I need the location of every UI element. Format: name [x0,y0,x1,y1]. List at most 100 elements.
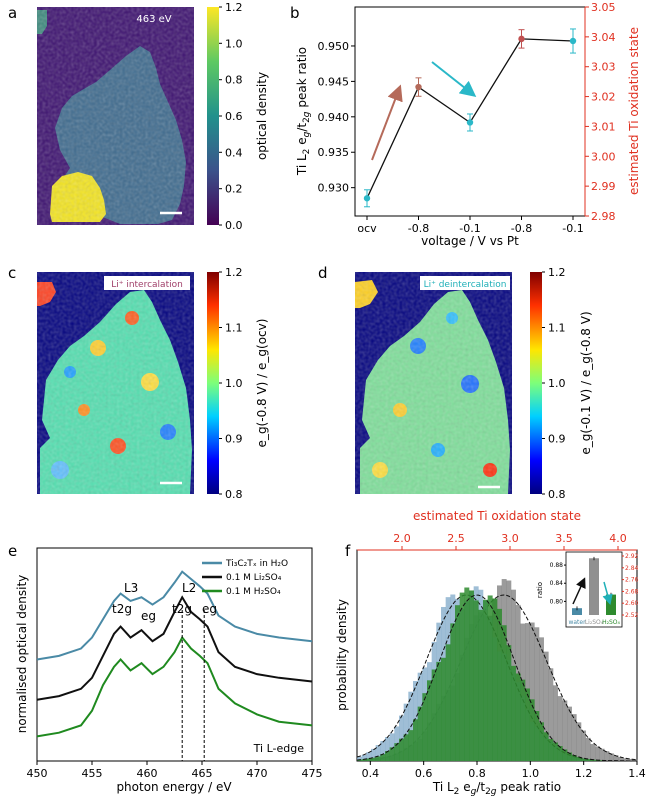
top-tick-label: 3.5 [555,532,573,545]
series-line [36,635,313,738]
histogram-bar [506,645,512,761]
y2-tick-label: 2.98 [591,210,616,223]
inset-y-tick-label: 0.80 [550,598,564,605]
histogram-bar [562,700,568,761]
histogram-bar [357,756,362,761]
histogram-bar [417,706,423,761]
histogram-bar [361,759,367,761]
histogram-bar [599,748,605,761]
data-point [569,37,577,45]
colorbar-tick-label: 0.8 [548,488,566,501]
colorbar-tick-label: 1.1 [225,322,243,335]
x-tick-label: -0.8 [511,222,532,235]
panel-e-x-ticks: 450 455 460 465 470 475 [27,761,323,780]
legend-label: 0.1 M H₂SO₄ [226,587,281,597]
panel-letter-a: a [8,4,17,22]
inset-y2-tick-label: 2.76 [625,577,639,584]
panel-letter-d: d [318,264,328,282]
panel-f-inset-arrow-down [602,581,613,606]
panel-b-x-ticks: ocv -0.8 -0.1 -0.8 -0.1 [357,216,584,235]
panel-e-annotation-eg-2: eg [202,602,217,616]
histogram-bar [473,600,479,761]
x-tick-label: 1.4 [628,767,646,780]
y2-tick-label: 2.99 [591,180,616,193]
top-tick-label: 4.0 [609,532,627,545]
x-tick-label: 475 [302,767,323,780]
panel-e-annotation-eg-1: eg [141,609,156,623]
histogram-bar [534,710,540,761]
colorbar-tick-label: 1.0 [225,37,243,50]
histogram-bar [375,745,381,761]
panel-a: 463 eV 1.2 1.0 0.8 0.6 0.4 0.2 0.0 optic… [37,1,269,232]
histogram-bar [557,696,563,761]
histogram-bar [361,754,367,761]
panel-c-colorbar [207,272,219,494]
legend-label: 0.1 M Li₂SO₄ [226,573,282,583]
panel-e-dashed-lines [181,610,205,761]
histogram-bar [436,661,442,761]
panel-b-arrow-down [431,61,477,97]
panel-e-series [36,570,313,738]
x-tick-label: 0.4 [362,767,380,780]
colorbar-tick-label: 1.2 [548,266,566,279]
top-tick-label: 3.0 [501,532,519,545]
histogram-bar [627,759,633,761]
histogram-bar [487,595,493,761]
histogram-bar [590,744,596,761]
colorbar-tick-label: 1.2 [225,1,243,14]
y2-tick-label: 3.04 [591,31,616,44]
panel-b-left-ticks: 0.930 0.935 0.940 0.945 0.950 [318,40,355,195]
histogram-bar [431,669,437,761]
panel-f-xlabel: Ti L2 eg/t2g peak ratio [432,780,561,797]
histogram-bar [529,699,535,761]
panel-d-annotation: Li⁺ deintercalation [424,280,507,290]
panel-letter-e: e [8,542,17,560]
histogram-bar [543,732,549,761]
panel-b-right-ticks: 2.98 2.99 3.00 3.01 3.02 3.03 3.04 3.05 [584,1,616,223]
panel-letter-c: c [8,264,16,282]
colorbar-tick-label: 1.0 [225,377,243,390]
panel-e-annotation-t2g-1: t2g [112,602,132,616]
panel-c-annotation: Li⁺ intercalation [111,280,183,290]
y-tick-label: 0.950 [318,40,350,53]
histogram-bar [567,752,572,761]
panel-f-top-xlabel: estimated Ti oxidation state [413,509,581,523]
histogram-bar [357,759,362,761]
panel-c-colorbar-ticks: 1.2 1.1 1.0 0.9 0.8 [219,266,243,501]
x-tick-label: -0.1 [459,222,480,235]
x-tick-label: 0.8 [468,767,486,780]
histogram-bar [478,609,484,761]
histogram-bar [553,742,558,761]
histogram-bar [371,748,376,761]
panel-a-colorbar [207,7,219,225]
histogram-bar [534,627,540,761]
x-tick-label: 455 [82,767,103,780]
histogram-bar [581,730,586,761]
fit-curve [356,594,637,762]
panel-d: Li⁺ deintercalation 1.2 1.1 1.0 0.9 0.8 … [355,266,593,501]
inset-y2-tick-label: 2.52 [625,612,639,619]
x-tick-label: 465 [192,767,213,780]
colorbar-tick-label: 0.6 [225,110,243,123]
inset-y2-tick-label: 2.92 [625,553,639,560]
y-tick-label: 0.930 [318,182,350,195]
x-tick-label: 460 [137,767,158,780]
histogram-bar [380,741,386,761]
colorbar-tick-label: 1.2 [225,266,243,279]
panel-a-colorbar-ticks: 1.2 1.0 0.8 0.6 0.4 0.2 0.0 [219,1,243,232]
histogram-bar [571,755,577,761]
panel-c: Li⁺ intercalation 1.2 1.1 1.0 0.9 0.8 e_… [37,266,269,501]
colorbar-tick-label: 0.8 [225,488,243,501]
y2-tick-label: 3.00 [591,150,616,163]
histogram-bar [501,625,507,761]
series-line [36,595,313,701]
colorbar-tick-label: 1.0 [548,377,566,390]
histogram-bar [371,757,376,761]
panel-a-energy-label: 463 eV [136,14,171,25]
x-tick-label: 0.6 [415,767,433,780]
panel-letter-f: f [345,542,351,560]
colorbar-tick-label: 0.8 [225,74,243,87]
panel-e-axes [36,547,313,762]
histogram-bar [455,605,460,761]
